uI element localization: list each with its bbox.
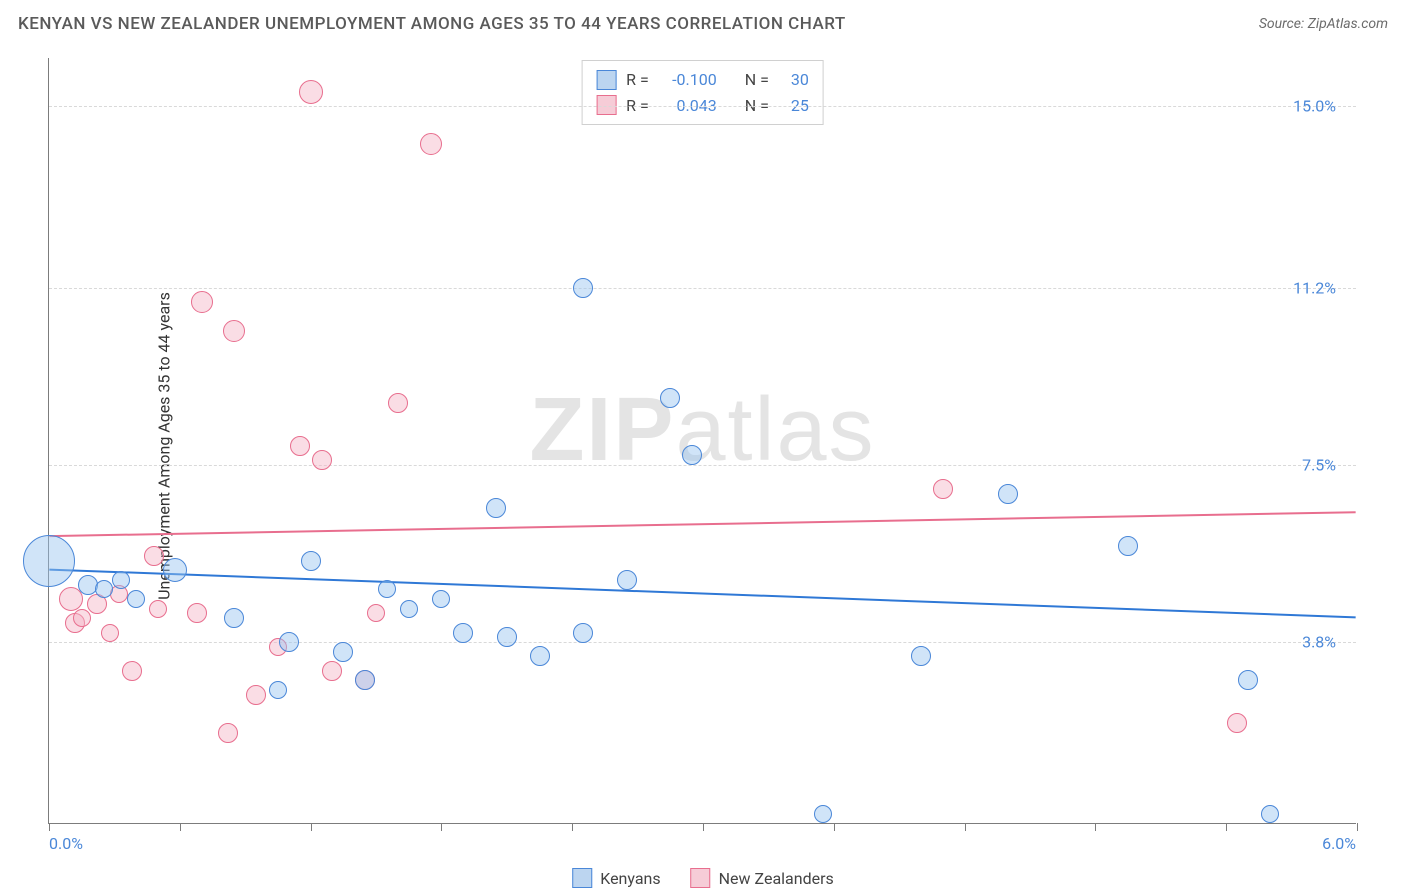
x-tick bbox=[180, 823, 181, 831]
stat-legend: R = -0.100 N = 30 R = 0.043 N = 25 bbox=[581, 60, 824, 125]
x-axis-label-right: 6.0% bbox=[1322, 834, 1356, 853]
scatter-point bbox=[933, 479, 953, 499]
x-tick bbox=[965, 823, 966, 831]
scatter-point bbox=[400, 600, 418, 618]
scatter-point bbox=[660, 388, 680, 408]
trend-line bbox=[49, 570, 1355, 618]
scatter-point bbox=[144, 546, 164, 566]
scatter-point bbox=[432, 590, 450, 608]
stat-r-label-0: R = bbox=[626, 67, 649, 93]
scatter-point bbox=[453, 623, 473, 643]
scatter-point bbox=[191, 291, 213, 313]
grid-line bbox=[49, 642, 1356, 643]
watermark: ZIPatlas bbox=[529, 379, 875, 482]
legend-label-0: Kenyans bbox=[600, 869, 660, 888]
scatter-point bbox=[279, 632, 299, 652]
series-legend: Kenyans New Zealanders bbox=[572, 868, 834, 888]
trend-line bbox=[49, 512, 1355, 536]
scatter-point bbox=[112, 571, 130, 589]
scatter-point bbox=[101, 624, 119, 642]
scatter-point bbox=[187, 603, 207, 623]
y-right-label: 3.8% bbox=[1302, 633, 1336, 652]
scatter-point bbox=[269, 681, 287, 699]
scatter-point bbox=[814, 805, 832, 823]
scatter-point bbox=[573, 623, 593, 643]
trend-lines bbox=[49, 58, 1356, 823]
x-axis-label-left: 0.0% bbox=[49, 834, 83, 853]
scatter-point bbox=[312, 450, 332, 470]
scatter-point bbox=[367, 604, 385, 622]
scatter-point bbox=[497, 627, 517, 647]
scatter-point bbox=[378, 580, 396, 598]
scatter-point bbox=[1238, 670, 1258, 690]
x-tick bbox=[1226, 823, 1227, 831]
chart-source: Source: ZipAtlas.com bbox=[1259, 16, 1388, 32]
scatter-point bbox=[388, 393, 408, 413]
scatter-point bbox=[682, 445, 702, 465]
scatter-point bbox=[1227, 713, 1247, 733]
scatter-point bbox=[223, 320, 245, 342]
scatter-point bbox=[573, 278, 593, 298]
scatter-point bbox=[322, 661, 342, 681]
x-tick bbox=[572, 823, 573, 831]
legend-item-1: New Zealanders bbox=[691, 868, 834, 888]
scatter-point bbox=[127, 590, 145, 608]
stat-row-0: R = -0.100 N = 30 bbox=[596, 67, 809, 93]
scatter-point bbox=[59, 587, 83, 611]
scatter-point bbox=[355, 670, 375, 690]
scatter-point bbox=[301, 551, 321, 571]
x-tick bbox=[311, 823, 312, 831]
scatter-point bbox=[1118, 536, 1138, 556]
x-tick bbox=[441, 823, 442, 831]
scatter-point bbox=[486, 498, 506, 518]
x-tick bbox=[703, 823, 704, 831]
scatter-point bbox=[73, 609, 91, 627]
scatter-point bbox=[1261, 805, 1279, 823]
stat-n-label-0: N = bbox=[745, 67, 769, 93]
scatter-point bbox=[290, 436, 310, 456]
grid-line bbox=[49, 465, 1356, 466]
plot-area: ZIPatlas R = -0.100 N = 30 R = 0.043 N =… bbox=[48, 58, 1356, 824]
chart-title: KENYAN VS NEW ZEALANDER UNEMPLOYMENT AMO… bbox=[18, 14, 846, 34]
x-tick bbox=[49, 823, 50, 831]
scatter-point bbox=[122, 661, 142, 681]
stat-n-value-0: 30 bbox=[779, 67, 809, 93]
scatter-point bbox=[224, 608, 244, 628]
scatter-point bbox=[299, 80, 323, 104]
legend-swatch-1 bbox=[691, 868, 711, 888]
chart-header: KENYAN VS NEW ZEALANDER UNEMPLOYMENT AMO… bbox=[0, 0, 1406, 48]
scatter-point bbox=[333, 642, 353, 662]
scatter-point bbox=[95, 580, 113, 598]
x-tick bbox=[1357, 823, 1358, 831]
x-tick bbox=[834, 823, 835, 831]
legend-label-1: New Zealanders bbox=[719, 869, 834, 888]
legend-item-0: Kenyans bbox=[572, 868, 660, 888]
scatter-point bbox=[218, 723, 238, 743]
y-right-label: 15.0% bbox=[1293, 96, 1336, 115]
scatter-point bbox=[998, 484, 1018, 504]
scatter-point bbox=[246, 685, 266, 705]
scatter-point bbox=[911, 646, 931, 666]
grid-line bbox=[49, 106, 1356, 107]
scatter-point bbox=[149, 600, 167, 618]
stat-r-value-0: -0.100 bbox=[659, 67, 717, 93]
grid-line bbox=[49, 288, 1356, 289]
stat-swatch-0 bbox=[596, 70, 616, 90]
x-tick bbox=[1095, 823, 1096, 831]
scatter-point bbox=[420, 133, 442, 155]
scatter-point bbox=[163, 558, 187, 582]
y-right-label: 11.2% bbox=[1293, 278, 1336, 297]
scatter-point bbox=[617, 570, 637, 590]
y-right-label: 7.5% bbox=[1302, 455, 1336, 474]
scatter-point bbox=[23, 535, 75, 587]
scatter-point bbox=[530, 646, 550, 666]
legend-swatch-0 bbox=[572, 868, 592, 888]
